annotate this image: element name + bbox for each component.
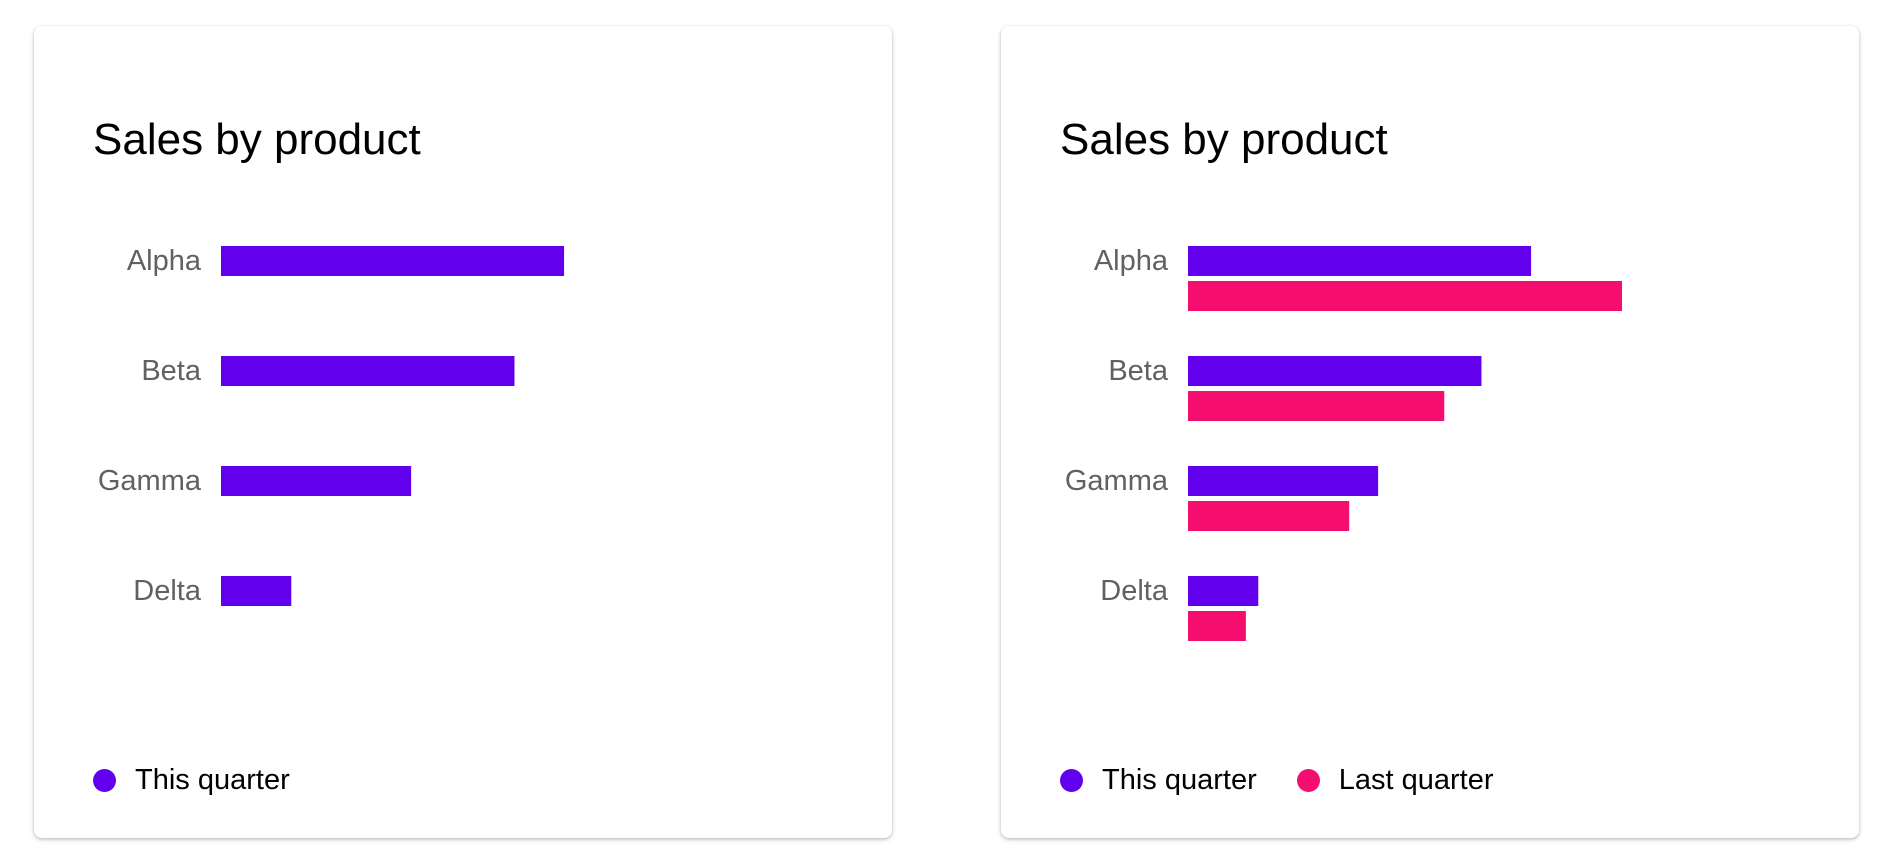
bar-last-quarter-gamma[interactable] bbox=[1188, 501, 1350, 531]
legend-item-this-quarter[interactable]: This quarter bbox=[1060, 764, 1257, 797]
legend-label: Last quarter bbox=[1338, 763, 1494, 796]
chart-title: Sales by product bbox=[1060, 115, 1388, 164]
chart-card-single-series: Sales by product Alpha Beta Gamma Delta Thi… bbox=[34, 26, 892, 838]
category-label-alpha: Alpha bbox=[1094, 245, 1169, 277]
bar-this-quarter-gamma[interactable] bbox=[1188, 466, 1379, 496]
category-label-delta: Delta bbox=[133, 575, 202, 607]
category-label-gamma: Gamma bbox=[1065, 465, 1169, 497]
legend-item-this-quarter[interactable]: This quarter bbox=[93, 764, 290, 797]
bar-this-quarter-gamma[interactable] bbox=[221, 466, 412, 496]
chart-legend: This quarter bbox=[93, 758, 330, 802]
chart-legend: This quarter Last quarter bbox=[1060, 758, 1534, 802]
legend-label: This quarter bbox=[1102, 763, 1257, 796]
bar-last-quarter-alpha[interactable] bbox=[1188, 281, 1622, 311]
category-label-delta: Delta bbox=[1100, 575, 1169, 607]
category-label-gamma: Gamma bbox=[98, 465, 202, 497]
bar-last-quarter-beta[interactable] bbox=[1188, 391, 1445, 421]
bar-this-quarter-alpha[interactable] bbox=[221, 246, 565, 276]
bar-this-quarter-delta[interactable] bbox=[221, 576, 292, 606]
category-label-beta: Beta bbox=[141, 355, 202, 387]
chart-card-two-series: Sales by product Alpha Beta Gamma Delta Thi… bbox=[1001, 26, 1859, 838]
bar-this-quarter-beta[interactable] bbox=[221, 356, 515, 386]
bar-this-quarter-alpha[interactable] bbox=[1188, 246, 1532, 276]
category-label-alpha: Alpha bbox=[127, 245, 202, 277]
legend-swatch bbox=[93, 768, 116, 792]
chart-title: Sales by product bbox=[93, 115, 421, 164]
bar-this-quarter-delta[interactable] bbox=[1188, 576, 1259, 606]
bar-chart-single-series: Alpha Beta Gamma Delta bbox=[98, 245, 565, 607]
category-label-beta: Beta bbox=[1108, 355, 1169, 387]
legend-swatch bbox=[1060, 768, 1083, 792]
bar-this-quarter-beta[interactable] bbox=[1188, 356, 1482, 386]
legend-item-last-quarter[interactable]: Last quarter bbox=[1296, 763, 1494, 797]
legend-swatch bbox=[1296, 768, 1320, 792]
legend-label: This quarter bbox=[135, 763, 290, 796]
bar-chart-two-series: Alpha Beta Gamma Delta bbox=[1065, 245, 1622, 641]
bar-last-quarter-delta[interactable] bbox=[1188, 611, 1246, 641]
